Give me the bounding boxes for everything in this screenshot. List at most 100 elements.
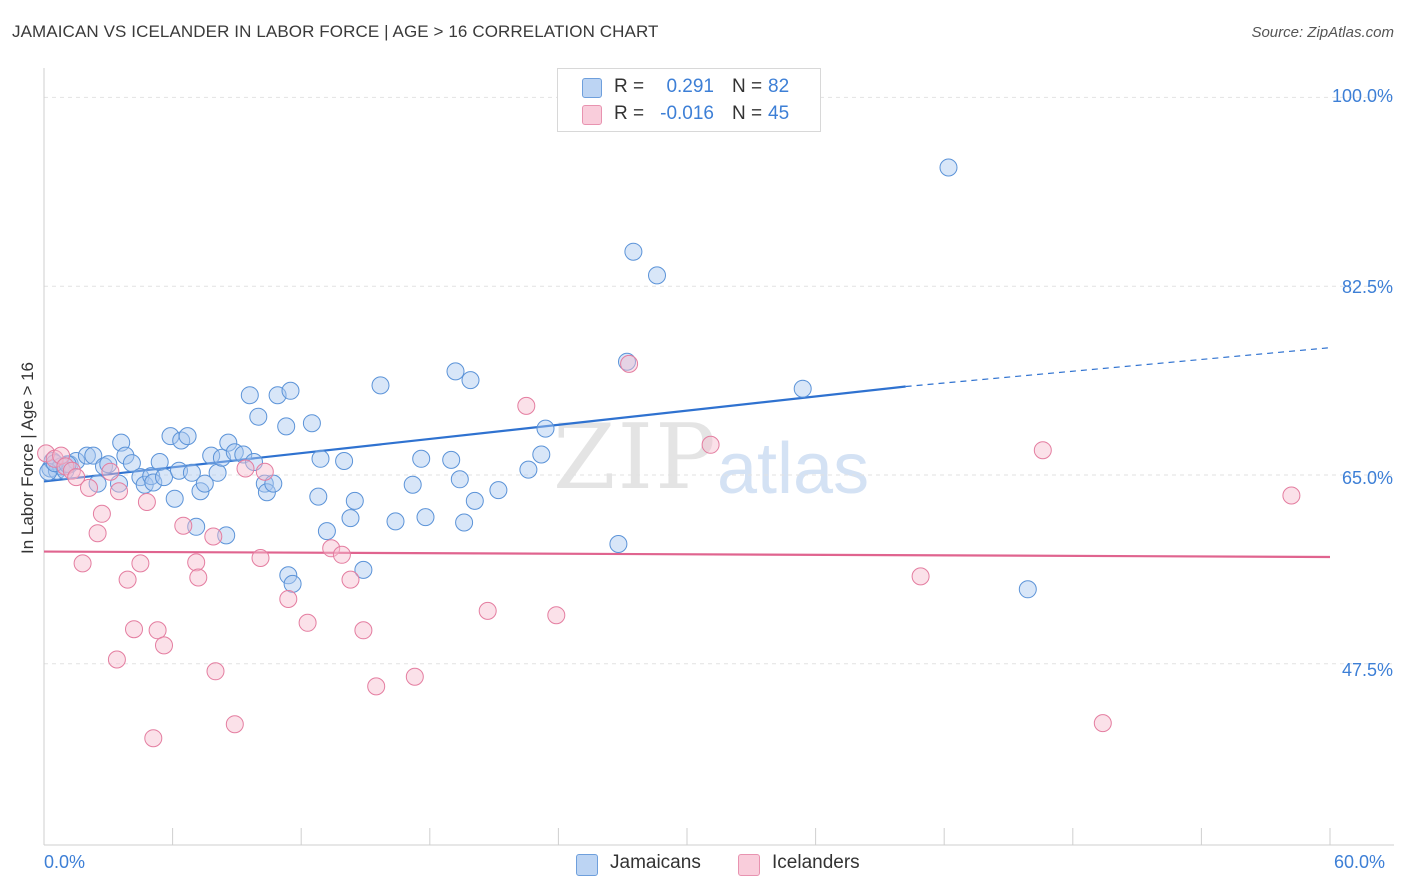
jamaican-point <box>446 362 465 381</box>
icelander-point <box>341 570 360 589</box>
jamaican-point <box>416 508 435 527</box>
icelander-point <box>478 601 497 620</box>
icelander-point <box>279 590 298 608</box>
icelander-point <box>255 462 274 481</box>
icelander-point <box>354 621 373 640</box>
icelander-point <box>137 493 156 511</box>
icelander-point <box>189 568 208 587</box>
jamaican-point <box>217 526 236 545</box>
icelander-point <box>332 545 351 564</box>
jamaican-point <box>386 512 405 531</box>
jamaican-trend-extension <box>905 347 1331 388</box>
jamaican-point <box>165 489 184 508</box>
legend-r-value-jamaicans: 0.291 <box>666 76 714 97</box>
chart-title: JAMAICAN VS ICELANDER IN LABOR FORCE | A… <box>12 22 659 41</box>
icelander-point <box>67 468 86 487</box>
jamaican-point <box>1018 580 1037 599</box>
jamaican-point <box>461 371 480 390</box>
icelander-point <box>206 662 225 681</box>
jamaican-point <box>317 522 336 541</box>
jamaican-point <box>155 468 173 487</box>
icelander-point <box>251 549 270 567</box>
jamaican-point <box>450 470 469 489</box>
jamaican-point <box>618 352 636 371</box>
y-tick-label: 82.5% <box>1341 277 1393 297</box>
icelander-point <box>144 729 163 748</box>
watermark-atlas: atlas <box>717 429 870 509</box>
grid-lines <box>44 96 1394 665</box>
jamaican-point <box>939 158 958 177</box>
icelander-point <box>80 478 98 497</box>
icelander-point <box>322 539 341 558</box>
jamaican-point <box>345 491 364 510</box>
icelander-point <box>405 667 424 686</box>
jamaican-point <box>187 517 206 536</box>
jamaican-point <box>277 417 296 436</box>
jamaican-point <box>403 475 422 494</box>
icelander-point <box>92 504 111 523</box>
jamaican-point <box>142 467 161 486</box>
legend-n-label: N = <box>732 103 763 124</box>
jamaican-point <box>208 463 227 482</box>
jamaican-point <box>465 491 484 510</box>
icelander-point <box>517 396 536 415</box>
jamaican-point <box>335 452 354 470</box>
legend-row-jamaicans: R = 0.291 N = 82 <box>558 74 820 100</box>
icelander-point <box>148 621 167 640</box>
jamaican-point <box>371 376 390 395</box>
jamaican-point <box>309 487 328 506</box>
jamaican-point <box>202 446 221 465</box>
jamaican-point <box>455 513 474 532</box>
legend-swatch-icelanders <box>582 105 602 125</box>
icelander-point <box>225 715 244 734</box>
jamaican-point <box>84 446 103 465</box>
icelander-point <box>1093 714 1112 733</box>
jamaican-point <box>150 453 169 471</box>
icelander-point <box>367 677 386 696</box>
jamaican-point <box>178 427 197 446</box>
jamaican-point <box>279 566 298 585</box>
jamaican-point <box>341 509 360 528</box>
jamaican-point <box>793 379 812 398</box>
y-tick-label: 65.0% <box>1341 468 1393 488</box>
jamaican-point <box>240 386 259 405</box>
y-tick-label: 100.0% <box>1331 86 1393 106</box>
icelander-point <box>204 527 223 546</box>
jamaican-point <box>219 433 238 452</box>
jamaican-point <box>116 446 135 465</box>
icelander-point <box>118 570 137 589</box>
bottom-legend-swatch-jamaicans <box>576 854 598 876</box>
icelander-point <box>187 553 206 572</box>
legend-n-label: N = <box>732 76 763 97</box>
x-tick-marks <box>43 828 1331 845</box>
jamaican-point <box>311 449 330 468</box>
icelander-point <box>110 482 128 501</box>
icelander-point <box>155 636 173 655</box>
icelander-point <box>911 567 930 586</box>
jamaican-point <box>354 560 373 579</box>
icelander-point <box>37 444 56 463</box>
x-tick-label: 60.0% <box>1334 852 1386 872</box>
x-tick-label: 0.0% <box>44 852 86 872</box>
jamaican-point <box>609 535 628 553</box>
legend-r-label: R = <box>614 76 645 97</box>
y-tick-label: 47.5% <box>1341 660 1393 680</box>
jamaican-point <box>144 473 163 492</box>
icelander-point <box>88 524 107 543</box>
jamaican-point <box>489 481 508 500</box>
icelander-point <box>701 435 720 454</box>
correlation-legend: R = 0.291 N = 82 R = -0.016 N = 45 <box>557 68 821 132</box>
jamaican-point <box>302 414 321 433</box>
icelander-point <box>1033 441 1052 460</box>
bottom-legend-label-jamaicans: Jamaicans <box>610 852 701 873</box>
icelander-trend-line <box>43 550 1331 559</box>
legend-n-value-jamaicans: 82 <box>768 76 790 97</box>
jamaican-point <box>536 419 555 438</box>
icelander-point <box>107 650 126 669</box>
icelander-point <box>131 554 150 573</box>
chart-source: Source: ZipAtlas.com <box>1251 24 1394 41</box>
jamaican-point <box>412 449 431 468</box>
data-points <box>37 158 1301 748</box>
legend-row-icelanders: R = -0.016 N = 45 <box>558 101 820 127</box>
